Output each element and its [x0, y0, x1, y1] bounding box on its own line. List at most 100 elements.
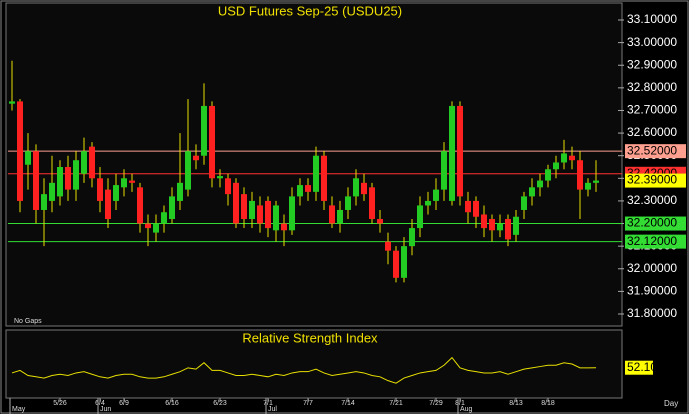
reference-label-box — [625, 144, 686, 159]
y-tick-label: 33.00000 — [627, 35, 677, 49]
candle-body — [81, 151, 87, 174]
last-price-label: 32.39000 — [627, 173, 677, 187]
candle-body — [337, 209, 343, 224]
y-tick-label: 31.80000 — [627, 306, 677, 320]
candle-body — [569, 155, 575, 161]
candle-body — [57, 167, 63, 197]
x-tick-label: 8/13 — [509, 400, 523, 407]
x-tick-label: 6/16 — [165, 400, 179, 407]
candle-body — [201, 105, 207, 156]
reference-label-box — [625, 216, 686, 231]
candle-body — [417, 205, 423, 229]
candle-body — [401, 246, 407, 278]
rsi-label-box — [625, 360, 653, 375]
rsi-line — [11, 356, 597, 384]
reference-label-box — [625, 234, 686, 249]
month-label: Jun — [100, 406, 111, 413]
x-tick-label: 6/4 — [95, 400, 105, 407]
y-tick-label: 33.10000 — [627, 12, 677, 26]
candle-body — [537, 180, 543, 188]
candle-body — [449, 105, 455, 201]
candle-body — [33, 151, 39, 210]
x-axis-label: Day — [664, 399, 678, 408]
candle-body — [361, 182, 367, 195]
candle-body — [161, 212, 167, 224]
candle-body — [177, 182, 183, 201]
candle-body — [321, 155, 327, 201]
candle-body — [345, 196, 351, 210]
candle-body — [521, 196, 527, 210]
candle-body — [257, 205, 263, 224]
y-tick-label: 32.30000 — [627, 193, 677, 207]
y-tick-label: 32.60000 — [627, 125, 677, 139]
last-price-box — [625, 173, 686, 188]
x-tick-label: 6/23 — [213, 400, 227, 407]
candle-body — [249, 200, 255, 220]
y-tick-label: 32.90000 — [627, 57, 677, 71]
reference-label: 32.12000 — [627, 234, 677, 248]
reference-label: 32.52000 — [627, 143, 677, 157]
candle-body — [209, 105, 215, 179]
candle-body — [281, 223, 287, 231]
candle-body — [377, 219, 383, 224]
candle-body — [561, 153, 567, 163]
y-tick-label: 32.00000 — [627, 261, 677, 275]
candle-body — [473, 200, 479, 217]
candle-body — [105, 189, 111, 220]
candle-body — [233, 182, 239, 224]
candle-body — [393, 250, 399, 278]
rsi-title: Relative Strength Index — [242, 330, 378, 345]
candle-body — [41, 194, 47, 210]
candle-body — [313, 155, 319, 192]
rsi-panel — [5, 329, 623, 399]
candle-body — [577, 160, 583, 190]
candle-body — [465, 200, 471, 213]
candle-body — [369, 187, 375, 220]
candle-body — [505, 219, 511, 240]
candle-body — [593, 180, 599, 183]
candle-body — [457, 105, 463, 197]
candle-body — [433, 189, 439, 201]
candle-body — [9, 101, 15, 104]
x-tick-label: 7/21 — [389, 400, 403, 407]
x-tick-label: 7/1 — [263, 400, 273, 407]
candle-body — [97, 178, 103, 201]
x-tick-label: 7/7 — [303, 400, 313, 407]
candle-body — [129, 180, 135, 183]
candle-body — [17, 101, 23, 201]
candle-body — [65, 167, 71, 190]
candle-body — [409, 228, 415, 247]
x-tick-label: 5/26 — [53, 400, 67, 407]
candle-body — [305, 185, 311, 192]
candle-body — [385, 241, 391, 251]
candle-body — [497, 223, 503, 231]
candle-body — [545, 169, 551, 181]
candle-body — [217, 176, 223, 179]
candle-body — [225, 178, 231, 195]
chart-title: USD Futures Sep-25 (USDU25) — [218, 3, 402, 18]
candle-body — [353, 178, 359, 197]
x-tick-label: 8/18 — [541, 400, 555, 407]
candle-body — [513, 216, 519, 235]
y-tick-label: 32.80000 — [627, 80, 677, 94]
month-label: Jul — [268, 406, 277, 413]
candle-body — [329, 205, 335, 224]
candle-body — [265, 200, 271, 229]
candle-body — [529, 187, 535, 197]
candle-body — [193, 155, 199, 161]
x-tick-label: 7/29 — [429, 400, 443, 407]
candle-body — [153, 223, 159, 233]
candle-body — [73, 160, 79, 190]
x-tick-label: 6/9 — [119, 400, 129, 407]
candle-body — [441, 151, 447, 190]
candle-body — [169, 196, 175, 220]
rsi-label: 52.10 — [627, 360, 657, 374]
candle-body — [289, 196, 295, 231]
candle-body — [273, 205, 279, 231]
candle-body — [89, 146, 95, 179]
candle-body — [121, 178, 127, 188]
candle-body — [585, 182, 591, 190]
candle-body — [241, 194, 247, 220]
